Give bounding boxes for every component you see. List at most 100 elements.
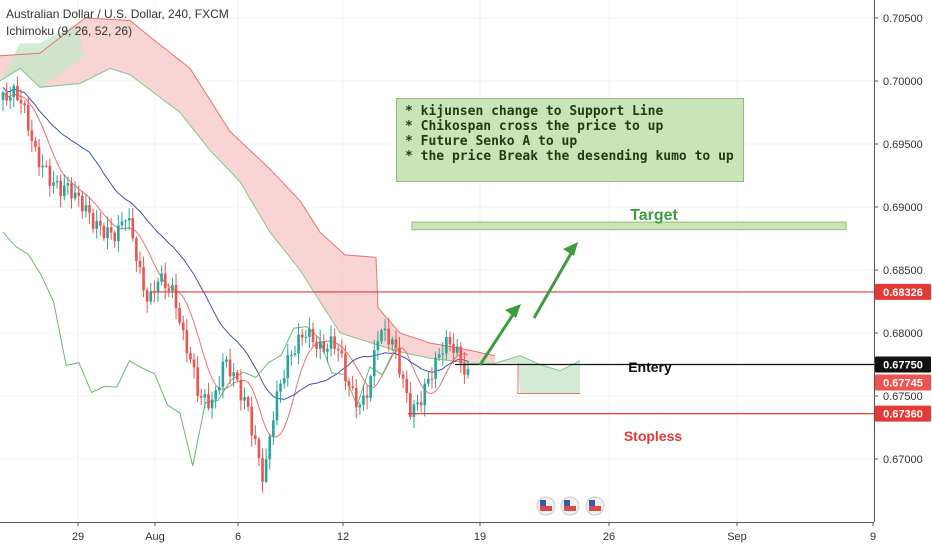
drawings: Target Entery Stopless bbox=[150, 207, 874, 444]
symbol-title[interactable]: Australian Dollar / U.S. Dollar, 240, FX… bbox=[6, 7, 229, 21]
candle-body bbox=[174, 284, 178, 309]
candle-body bbox=[333, 336, 336, 349]
candle-body bbox=[185, 330, 189, 354]
price-label-text: 0.67360 bbox=[883, 409, 923, 421]
y-tick-label: 0.69000 bbox=[883, 202, 923, 214]
candle-body bbox=[34, 140, 37, 147]
candle-body bbox=[463, 363, 466, 375]
x-tick-label: 26 bbox=[603, 531, 615, 543]
entry-label: Entery bbox=[628, 359, 672, 375]
senkou-b-line bbox=[0, 17, 496, 357]
x-tick-label: Aug bbox=[145, 531, 165, 543]
note-line: * kijunsen change to Support Line bbox=[405, 104, 664, 119]
candle-body bbox=[91, 212, 95, 229]
candle-body bbox=[23, 103, 26, 106]
candle-body bbox=[401, 374, 405, 379]
candle-body bbox=[279, 383, 282, 392]
candle-body bbox=[171, 284, 174, 291]
x-tick-label: Sep bbox=[727, 531, 747, 543]
flag-stripe bbox=[540, 506, 552, 511]
candle-body bbox=[308, 328, 311, 337]
x-tick-label: 6 bbox=[235, 531, 241, 543]
candle-body bbox=[5, 92, 8, 101]
candle-body bbox=[113, 232, 117, 242]
candle-body bbox=[199, 395, 203, 398]
candle-body bbox=[203, 394, 207, 398]
ichimoku-cloud bbox=[0, 17, 581, 394]
flag-canton bbox=[540, 500, 546, 506]
candle-body bbox=[149, 291, 153, 302]
candle-body bbox=[160, 273, 163, 282]
candle-body bbox=[416, 402, 419, 405]
y-tick-label: 0.68500 bbox=[883, 265, 923, 277]
candle-body bbox=[272, 420, 275, 437]
candle-body bbox=[243, 397, 246, 401]
candle-body bbox=[135, 238, 138, 262]
candle-body bbox=[290, 355, 293, 357]
candle-body bbox=[109, 227, 113, 233]
candle-body bbox=[55, 180, 59, 183]
candle-body bbox=[52, 182, 55, 186]
indicator-label[interactable]: Ichimoku (9, 26, 52, 26) bbox=[6, 24, 133, 38]
candle-body bbox=[405, 378, 409, 394]
candle-body bbox=[37, 146, 41, 168]
candle-body bbox=[365, 395, 369, 398]
candle-body bbox=[354, 388, 358, 408]
y-tick-label: 0.69500 bbox=[883, 139, 923, 151]
candle-body bbox=[77, 192, 80, 196]
candle-body bbox=[12, 85, 16, 97]
candle-body bbox=[466, 368, 470, 375]
ichimoku-lines bbox=[2, 86, 469, 467]
candle-body bbox=[427, 378, 430, 384]
candle-body bbox=[437, 354, 441, 358]
candle-body bbox=[236, 372, 239, 380]
candle-body bbox=[131, 218, 135, 239]
candle-body bbox=[380, 330, 383, 342]
candle-body bbox=[282, 378, 286, 384]
candle-body bbox=[145, 290, 149, 302]
candle-body bbox=[387, 328, 390, 345]
candle-body bbox=[383, 328, 387, 331]
candle-body bbox=[207, 394, 210, 409]
senkou-a-line bbox=[0, 67, 581, 372]
candle-body bbox=[88, 205, 91, 213]
analysis-note[interactable]: * kijunsen change to Support Line * Chik… bbox=[396, 98, 744, 182]
candle-body bbox=[358, 404, 362, 408]
candle-body bbox=[409, 393, 412, 417]
candle-body bbox=[430, 378, 434, 380]
candle-body bbox=[286, 355, 290, 379]
candle-body bbox=[322, 341, 326, 352]
candle-body bbox=[181, 322, 185, 331]
candle-body bbox=[41, 165, 44, 168]
candle-body bbox=[372, 350, 376, 377]
x-tick-label: 9 bbox=[870, 531, 876, 543]
candle-body bbox=[142, 267, 145, 291]
candle-body bbox=[124, 220, 127, 222]
candle-body bbox=[369, 376, 372, 398]
candle-body bbox=[26, 105, 30, 131]
candle-body bbox=[73, 192, 77, 199]
candle-body bbox=[62, 185, 66, 197]
flag-stripe bbox=[589, 506, 601, 511]
price-label-tag bbox=[875, 374, 931, 391]
candle-body bbox=[419, 402, 423, 406]
arrow-shaft bbox=[478, 309, 518, 366]
candle-body bbox=[254, 435, 257, 440]
senkou-b-future bbox=[517, 363, 580, 394]
bullish-kumo bbox=[0, 24, 85, 88]
candle-body bbox=[70, 183, 73, 199]
candle-body bbox=[156, 281, 160, 293]
candle-body bbox=[326, 348, 329, 352]
candle-body bbox=[300, 334, 304, 338]
price-label-tag bbox=[875, 405, 931, 422]
candle-body bbox=[391, 339, 394, 345]
candle-body bbox=[455, 346, 459, 353]
candle-body bbox=[120, 221, 124, 226]
price-label-text: 0.68326 bbox=[883, 287, 923, 299]
candle-body bbox=[239, 379, 243, 401]
bearish-kumo bbox=[0, 18, 495, 364]
flag-canton bbox=[589, 500, 595, 506]
candle-body bbox=[250, 406, 254, 436]
